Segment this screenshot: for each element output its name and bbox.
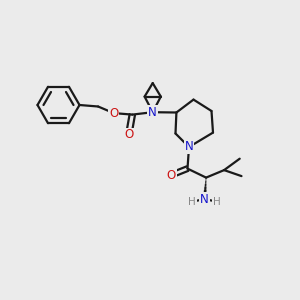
Text: H: H [188,196,196,207]
Text: N: N [200,193,209,206]
Text: O: O [109,106,118,120]
Text: O: O [167,169,176,182]
Text: H: H [213,196,221,207]
Text: N: N [184,140,194,154]
Text: O: O [124,128,133,142]
Text: N: N [148,106,157,119]
